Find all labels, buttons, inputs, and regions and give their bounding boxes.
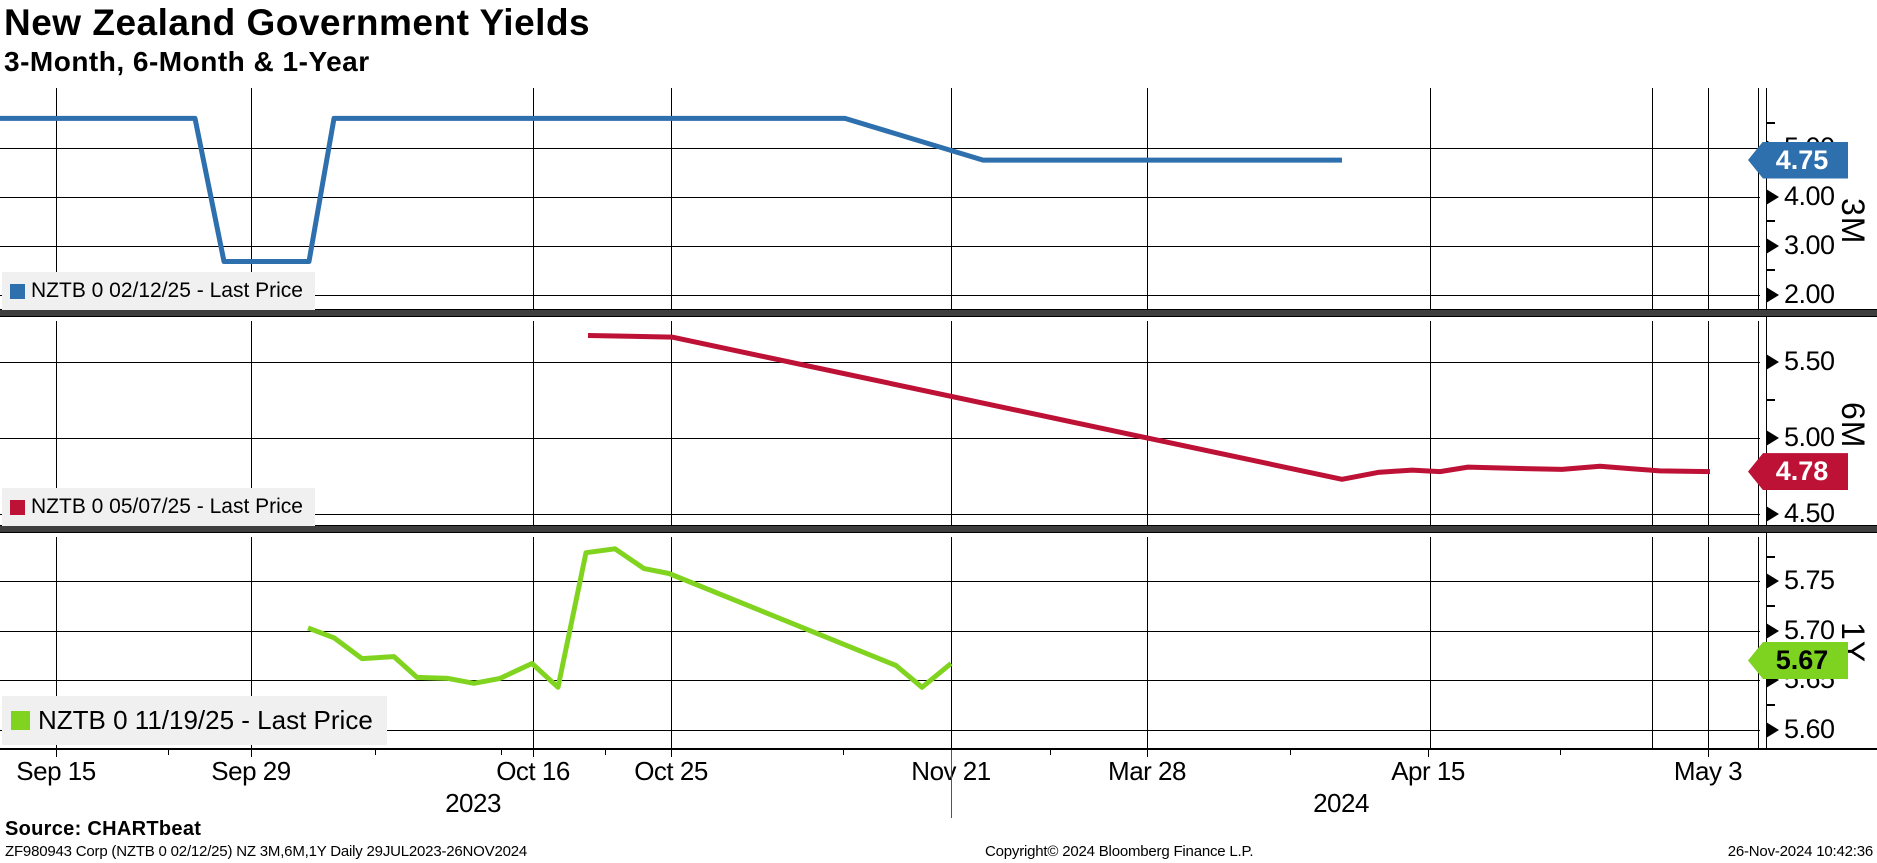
legend-swatch-6m-icon [10, 499, 25, 515]
y-tick-label: 5.50 [1784, 345, 1835, 376]
legend-label-6m: NZTB 0 05/07/25 - Last Price [31, 495, 303, 518]
panel-side-label-6m: 6M [1835, 402, 1871, 449]
legend-swatch-3m-icon [10, 283, 25, 299]
y-tick-label: 4.00 [1784, 180, 1835, 211]
y-tick-arrow-icon [1766, 430, 1779, 446]
x-minor-tick [375, 750, 376, 755]
y-tick-label: 2.00 [1784, 278, 1835, 309]
panel-1y[interactable]: NZTB 0 11/19/25 - Last Price 5.75 5.70 5.6… [0, 537, 1877, 748]
panel-side-label-3m: 3M [1835, 197, 1871, 244]
x-minor-tick [605, 750, 606, 755]
legend-1y[interactable]: NZTB 0 11/19/25 - Last Price [2, 696, 387, 745]
x-date-label: Mar 28 [1108, 756, 1186, 786]
y-tick-label: 5.75 [1784, 565, 1835, 596]
legend-label-3m: NZTB 0 02/12/25 - Last Price [31, 279, 303, 302]
x-year-label: 2024 [1313, 788, 1369, 818]
panel-3m[interactable]: NZTB 0 02/12/25 - Last Price 5.004.003.0… [0, 88, 1877, 313]
last-price-badge-3m: 4.75 [1748, 141, 1848, 179]
y-minor-tick [1766, 605, 1775, 608]
source-line: Source: CHARTbeat [5, 818, 202, 840]
x-minor-tick [1050, 750, 1051, 755]
y-tick-label: 5.70 [1784, 614, 1835, 645]
x-tick [251, 750, 252, 757]
legend-swatch-1y-icon [11, 711, 30, 730]
footer-copyright: Copyright© 2024 Bloomberg Finance L.P. [985, 843, 1254, 860]
y-tick-arrow-icon [1766, 506, 1779, 523]
x-tick [56, 750, 57, 757]
y-minor-tick [1766, 269, 1775, 272]
x-minor-tick [501, 750, 502, 755]
x-minor-tick [168, 750, 169, 755]
footer-ticker-info: ZF980943 Corp (NZTB 0 02/12/25) NZ 3M,6M… [5, 843, 528, 860]
y-tick-arrow-icon [1766, 353, 1779, 370]
y-tick-label: 3.00 [1784, 229, 1835, 260]
last-price-badge-6m: 4.78 [1748, 453, 1848, 491]
panel-separator [0, 309, 1877, 317]
y-minor-tick [1766, 398, 1775, 401]
y-tick-arrow-icon [1766, 237, 1779, 254]
y-tick-label: 5.60 [1784, 713, 1835, 744]
y-tick-arrow-icon [1766, 622, 1779, 639]
page-subtitle: 3-Month, 6-Month & 1-Year [4, 46, 370, 77]
series-line-1y [307, 546, 953, 690]
year-separator-line [951, 750, 952, 818]
x-minor-tick [1290, 750, 1291, 755]
legend-3m[interactable]: NZTB 0 02/12/25 - Last Price [2, 272, 315, 310]
y-tick-arrow-icon [1766, 721, 1779, 738]
x-date-label: Oct 25 [634, 756, 708, 786]
y-minor-tick [1766, 555, 1775, 558]
x-date-label: Oct 16 [496, 756, 570, 786]
x-minor-tick [843, 750, 844, 755]
y-minor-tick [1766, 704, 1775, 707]
plot-area-3m[interactable] [0, 88, 1760, 313]
y-tick-label: 5.00 [1784, 422, 1835, 452]
y-tick-arrow-icon [1766, 573, 1779, 590]
x-tick [1428, 750, 1429, 757]
panel-6m[interactable]: NZTB 0 05/07/25 - Last Price 5.50 5.00 4.5… [0, 321, 1877, 529]
x-tick [671, 750, 672, 757]
page-title: New Zealand Government Yields [4, 2, 591, 43]
x-date-label: Apr 15 [1391, 756, 1465, 786]
x-date-label: May 3 [1673, 756, 1743, 786]
legend-label-1y: NZTB 0 11/19/25 - Last Price [38, 705, 373, 735]
plot-area-6m[interactable] [0, 321, 1760, 529]
y-tick-arrow-icon [1766, 188, 1779, 205]
y-minor-tick [1766, 122, 1775, 125]
last-price-badge-1y: 5.67 [1748, 642, 1848, 680]
footer-timestamp: 26-Nov-2024 10:42:36 [1727, 843, 1873, 860]
x-date-label: Sep 29 [211, 756, 291, 786]
y-tick-label: 4.50 [1784, 498, 1835, 529]
x-date-label: Sep 15 [16, 756, 96, 786]
y-tick-arrow-icon [1766, 286, 1779, 303]
legend-6m[interactable]: NZTB 0 05/07/25 - Last Price [2, 488, 315, 526]
x-minor-tick [1560, 750, 1561, 755]
y-minor-tick [1766, 220, 1775, 223]
x-tick [1708, 750, 1709, 757]
right-axis-line [1766, 88, 1767, 748]
x-tick [533, 750, 534, 757]
panel-separator [0, 525, 1877, 533]
x-axis-line [0, 748, 1877, 750]
x-tick [1147, 750, 1148, 757]
series-line-3m [0, 115, 1342, 264]
x-year-label: 2023 [445, 788, 501, 818]
series-line-6m [587, 333, 1711, 482]
